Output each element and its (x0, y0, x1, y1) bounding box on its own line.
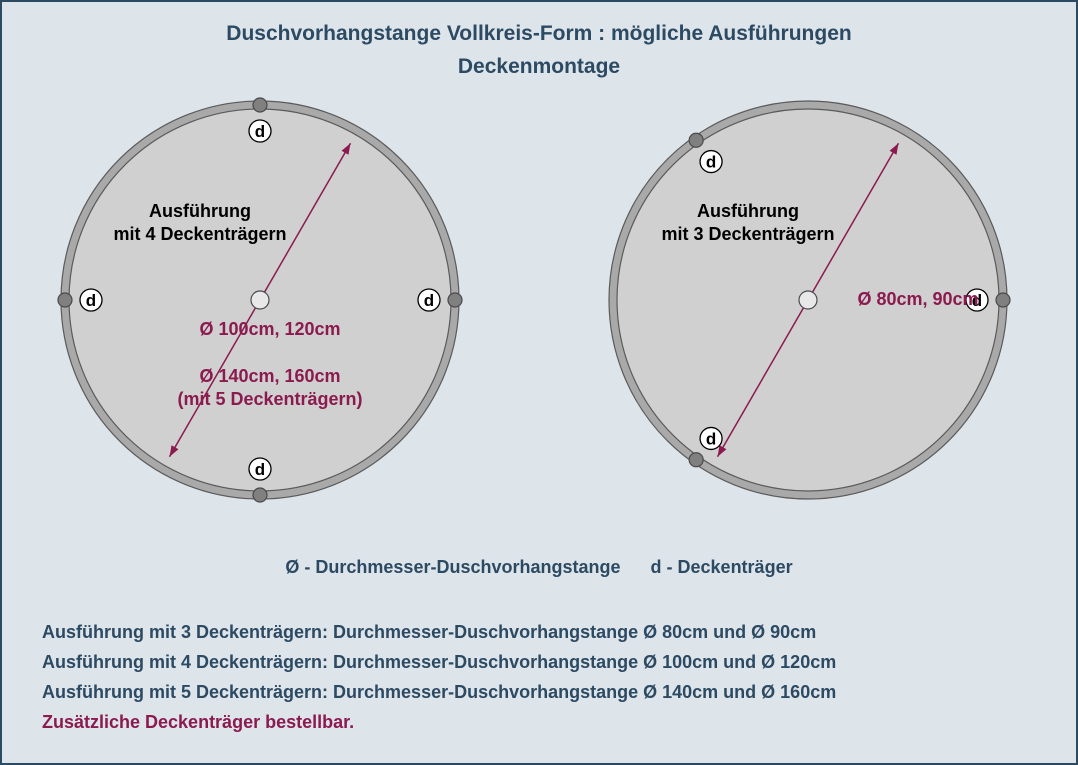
legend-row: Ø - Durchmesser-Duschvorhangstange d - D… (2, 557, 1076, 578)
left-circle-title: Ausführung mit 4 Deckenträgern (100, 200, 300, 247)
title-line1: Duschvorhangstange Vollkreis-Form : mögl… (2, 22, 1076, 46)
svg-text:d: d (255, 460, 265, 479)
svg-text:d: d (706, 429, 716, 448)
svg-text:d: d (86, 291, 96, 310)
legend-d: d - Deckenträger (651, 557, 793, 577)
svg-text:d: d (255, 122, 265, 141)
description-line-1: Ausführung mit 3 Deckenträgern: Durchmes… (42, 622, 816, 643)
right-circle-diameter-text: Ø 80cm, 90cm (818, 289, 1018, 310)
right-circle-title: Ausführung mit 3 Deckenträgern (648, 200, 848, 247)
description-line-2: Ausführung mit 4 Deckenträgern: Durchmes… (42, 652, 836, 673)
svg-text:d: d (424, 291, 434, 310)
left-circle-diagram: d d d d (35, 75, 485, 525)
description-line-3: Ausführung mit 5 Deckenträgern: Durchmes… (42, 682, 836, 703)
left-circle-diameter-text: Ø 100cm, 120cm Ø 140cm, 160cm (mit 5 Dec… (160, 318, 380, 412)
svg-text:d: d (706, 153, 716, 172)
description-line-4: Zusätzliche Deckenträger bestellbar. (42, 712, 354, 733)
legend-diameter: Ø - Durchmesser-Duschvorhangstange (285, 557, 620, 577)
diagram-frame: Duschvorhangstange Vollkreis-Form : mögl… (0, 0, 1078, 765)
